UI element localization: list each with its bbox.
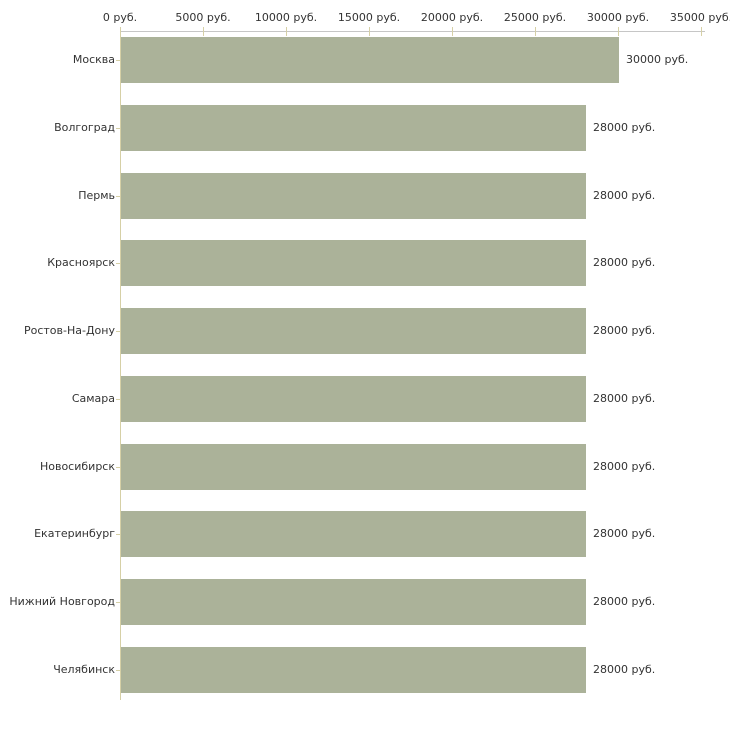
x-axis-tick-label: 30000 руб.: [586, 11, 650, 24]
category-tick: [116, 670, 121, 671]
x-axis-tick: [369, 27, 370, 36]
category-label: Красноярск: [47, 256, 115, 270]
category-label: Екатеринбург: [34, 527, 115, 541]
bar: [121, 308, 586, 354]
y-axis-line: [120, 31, 121, 700]
bar: [121, 37, 619, 83]
category-label: Самара: [71, 391, 115, 405]
bar: [121, 173, 586, 219]
x-axis-tick-label: 5000 руб.: [175, 11, 231, 24]
value-label: 28000 руб.: [593, 188, 656, 202]
x-axis-tick-label: 10000 руб.: [254, 11, 318, 24]
category-label: Москва: [72, 53, 115, 66]
category-tick: [116, 467, 121, 468]
category-label: Нижний Новгород: [9, 595, 115, 609]
bar: [121, 376, 586, 422]
bar: [121, 240, 586, 286]
category-tick: [116, 60, 121, 61]
x-axis-tick-label: 25000 руб.: [503, 11, 567, 24]
x-axis-line: [120, 31, 705, 32]
category-tick: [116, 331, 121, 332]
category-label: Новосибирск: [39, 459, 115, 473]
category-tick: [116, 263, 121, 264]
bar: [121, 444, 586, 490]
value-label: 28000 руб.: [593, 324, 656, 338]
category-tick: [116, 128, 121, 129]
x-axis-tick: [701, 27, 702, 36]
category-label: Волгоград: [54, 120, 115, 134]
value-label: 28000 руб.: [593, 595, 656, 609]
value-label: 28000 руб.: [593, 256, 656, 270]
bar: [121, 105, 586, 151]
x-axis-tick: [120, 27, 121, 36]
x-axis-tick: [452, 27, 453, 36]
x-axis-tick-label: 35000 руб.: [669, 11, 730, 24]
x-axis-tick-label: 20000 руб.: [420, 11, 484, 24]
value-label: 30000 руб.: [626, 53, 689, 66]
x-axis-tick: [286, 27, 287, 36]
value-label: 28000 руб.: [593, 663, 656, 677]
category-tick: [116, 602, 121, 603]
bar: [121, 511, 586, 557]
value-label: 28000 руб.: [593, 527, 656, 541]
category-tick: [116, 534, 121, 535]
category-label: Челябинск: [53, 663, 115, 677]
value-label: 28000 руб.: [593, 120, 656, 134]
category-label: Ростов-На-Дону: [23, 324, 115, 338]
x-axis-tick-label: 0 руб.: [102, 11, 138, 24]
x-axis-tick: [618, 27, 619, 36]
category-label: Пермь: [78, 188, 115, 202]
category-tick: [116, 196, 121, 197]
value-label: 28000 руб.: [593, 459, 656, 473]
bar: [121, 579, 586, 625]
bar: [121, 647, 586, 693]
x-axis-tick-label: 15000 руб.: [337, 11, 401, 24]
category-tick: [116, 399, 121, 400]
value-label: 28000 руб.: [593, 391, 656, 405]
x-axis-tick: [203, 27, 204, 36]
x-axis-tick: [535, 27, 536, 36]
